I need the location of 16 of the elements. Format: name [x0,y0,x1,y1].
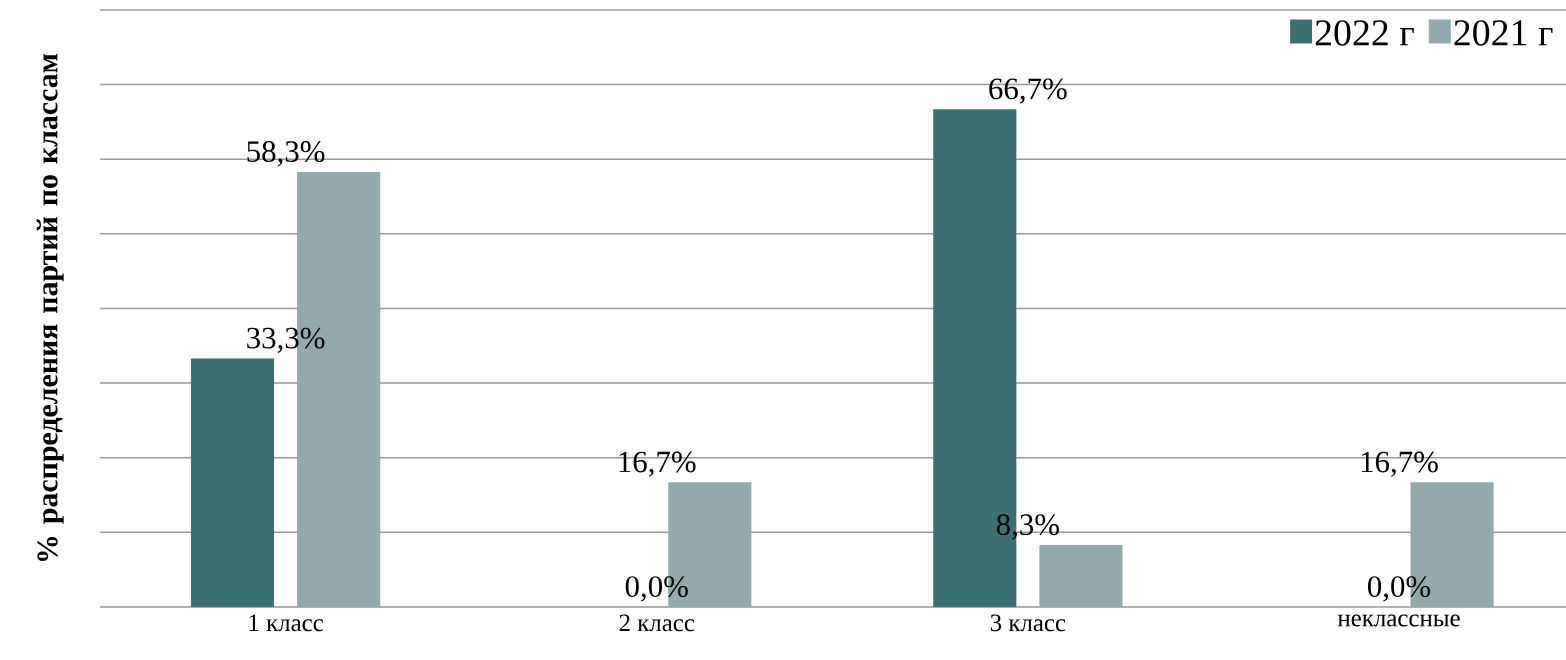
x-tick-label: 3 класс [990,614,1066,632]
data-label: 16,7% [619,451,696,477]
data-label: 0,0% [1368,576,1431,602]
data-label: 0,0% [625,576,688,602]
legend-label: 2021 г [1454,20,1553,46]
y-axis-title: % распределения партий по классам [36,53,64,561]
legend-label: 2022 г [1315,20,1414,46]
bar [190,358,275,607]
x-tick-label: неклассные [1337,614,1460,627]
x-tick-label: 1 класс [249,614,324,632]
data-label: 33,3% [247,327,325,353]
data-label: 66,7% [989,78,1067,104]
x-tick-label: 2 класс [619,614,695,632]
bar [1039,545,1123,607]
data-label: 58,3% [247,141,325,167]
data-label: 16,7% [1361,451,1438,477]
